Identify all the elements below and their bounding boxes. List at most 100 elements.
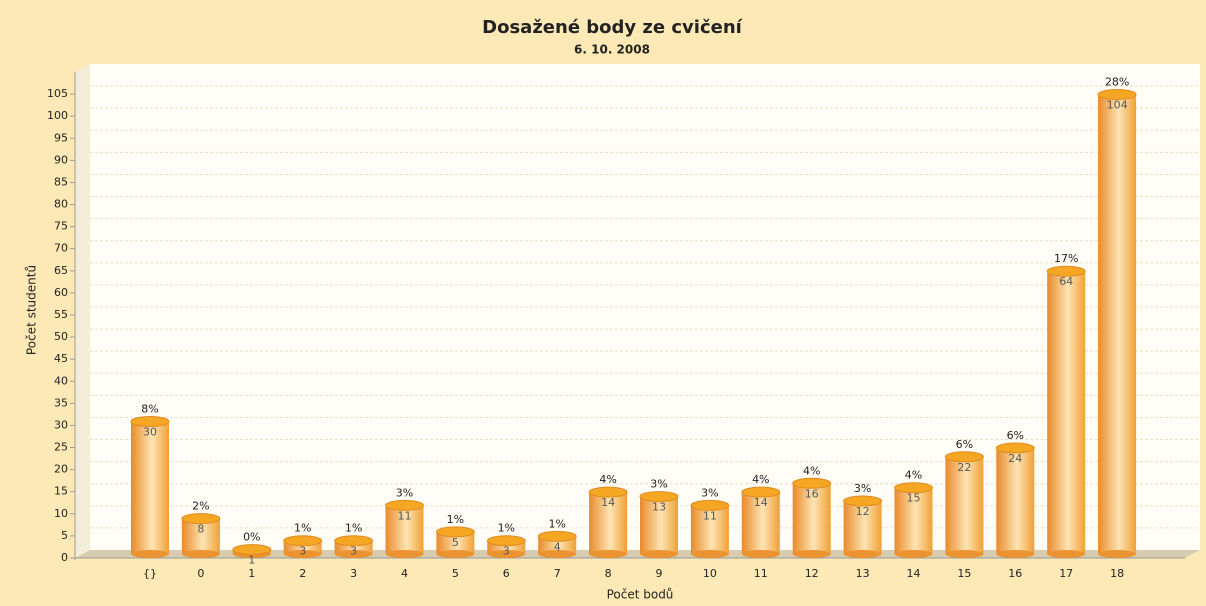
bar-top (843, 495, 883, 507)
value-label: 4 (554, 540, 561, 553)
x-tick-label: 3 (350, 567, 357, 580)
percent-label: 1% (345, 522, 362, 535)
value-label: 14 (601, 496, 615, 509)
value-label: 64 (1059, 275, 1073, 288)
bar-base (843, 550, 882, 558)
bar-top (232, 544, 272, 556)
percent-label: 1% (548, 517, 565, 530)
y-axis-label: Počet studentů (25, 265, 39, 355)
bar-base (690, 550, 729, 558)
bar (436, 531, 475, 554)
bar-top (995, 442, 1035, 454)
value-label: 22 (957, 461, 971, 474)
x-tick-label: 7 (554, 567, 561, 580)
value-label: 16 (805, 487, 819, 500)
bar (1098, 94, 1137, 554)
percent-label: 4% (599, 473, 616, 486)
bar-base (1098, 550, 1137, 558)
y-tick-label: 25 (54, 441, 68, 454)
percent-label: 28% (1105, 76, 1129, 89)
bar (1047, 271, 1086, 554)
x-tick-label: 10 (703, 567, 717, 580)
y-tick-label: 45 (54, 352, 68, 365)
y-tick-label: 30 (54, 418, 68, 431)
bar-top (894, 482, 933, 494)
y-tick-label: 90 (54, 153, 68, 166)
value-label: 104 (1107, 99, 1128, 112)
value-label: 5 (452, 536, 459, 549)
bar-base (181, 550, 220, 558)
bar-top (486, 535, 526, 547)
bar-top (435, 526, 475, 538)
chart-title: Dosažené body ze cvičení (482, 17, 742, 38)
y-tick-label: 0 (61, 551, 68, 564)
bar-base (945, 550, 984, 558)
x-tick-label: 4 (401, 567, 408, 580)
bar (894, 487, 933, 554)
y-tick-label: 60 (54, 286, 68, 299)
bar (945, 456, 984, 554)
bar-top (1097, 89, 1137, 101)
x-tick-label: 2 (299, 567, 306, 580)
y-tick-label: 65 (54, 264, 68, 277)
bar (741, 492, 780, 554)
value-label: 24 (1008, 452, 1022, 465)
value-label: 3 (350, 545, 357, 558)
percent-label: 1% (294, 522, 311, 535)
percent-label: 0% (243, 531, 260, 544)
value-label: 12 (856, 505, 870, 518)
value-label: 3 (503, 545, 510, 558)
bar-base (334, 550, 373, 558)
bar (589, 492, 628, 554)
value-label: 1 (248, 554, 255, 567)
y-tick-label: 35 (54, 396, 68, 409)
left-wall (75, 64, 90, 558)
y-tick-label: 75 (54, 220, 68, 233)
x-tick-label: 0 (197, 567, 204, 580)
value-label: 3 (299, 545, 306, 558)
y-tick-label: 85 (54, 175, 68, 188)
x-axis-label: Počet bodů (607, 588, 674, 602)
bar (996, 447, 1035, 554)
x-tick-label: 12 (805, 567, 819, 580)
bar-base (538, 550, 577, 558)
x-tick-label: 9 (656, 567, 663, 580)
percent-label: 2% (192, 500, 209, 513)
bar-top (1046, 265, 1086, 277)
y-tick-label: 10 (54, 507, 68, 520)
bar-base (894, 550, 933, 558)
x-tick-label: 16 (1008, 567, 1022, 580)
value-label: 15 (907, 492, 921, 505)
bar (181, 518, 220, 554)
x-tick-label: 5 (452, 567, 459, 580)
bar (843, 500, 882, 554)
percent-label: 3% (396, 486, 413, 499)
bar-top (334, 535, 374, 547)
y-tick-label: 70 (54, 242, 68, 255)
bar-top (283, 535, 323, 547)
bar (131, 421, 169, 554)
y-tick-label: 100 (47, 109, 68, 122)
value-label: 8 (197, 523, 204, 536)
bar-top (537, 530, 577, 542)
value-label: 14 (754, 496, 768, 509)
bar-top (588, 486, 628, 498)
percent-label: 3% (650, 478, 667, 491)
bar-top (639, 491, 679, 503)
x-tick-label: {} (143, 567, 157, 580)
y-tick-label: 105 (47, 87, 68, 100)
x-tick-label: 17 (1059, 567, 1073, 580)
bar-base (792, 550, 831, 558)
percent-label: 17% (1054, 252, 1078, 265)
bar-top (130, 415, 170, 427)
value-label: 11 (398, 509, 412, 522)
value-label: 13 (652, 501, 666, 514)
bar-base (283, 550, 322, 558)
percent-label: 1% (498, 522, 515, 535)
y-tick-label: 40 (54, 374, 68, 387)
percent-label: 3% (854, 482, 871, 495)
bar-base (1047, 550, 1086, 558)
bar-base (385, 550, 424, 558)
x-tick-label: 6 (503, 567, 510, 580)
y-tick-label: 95 (54, 131, 68, 144)
